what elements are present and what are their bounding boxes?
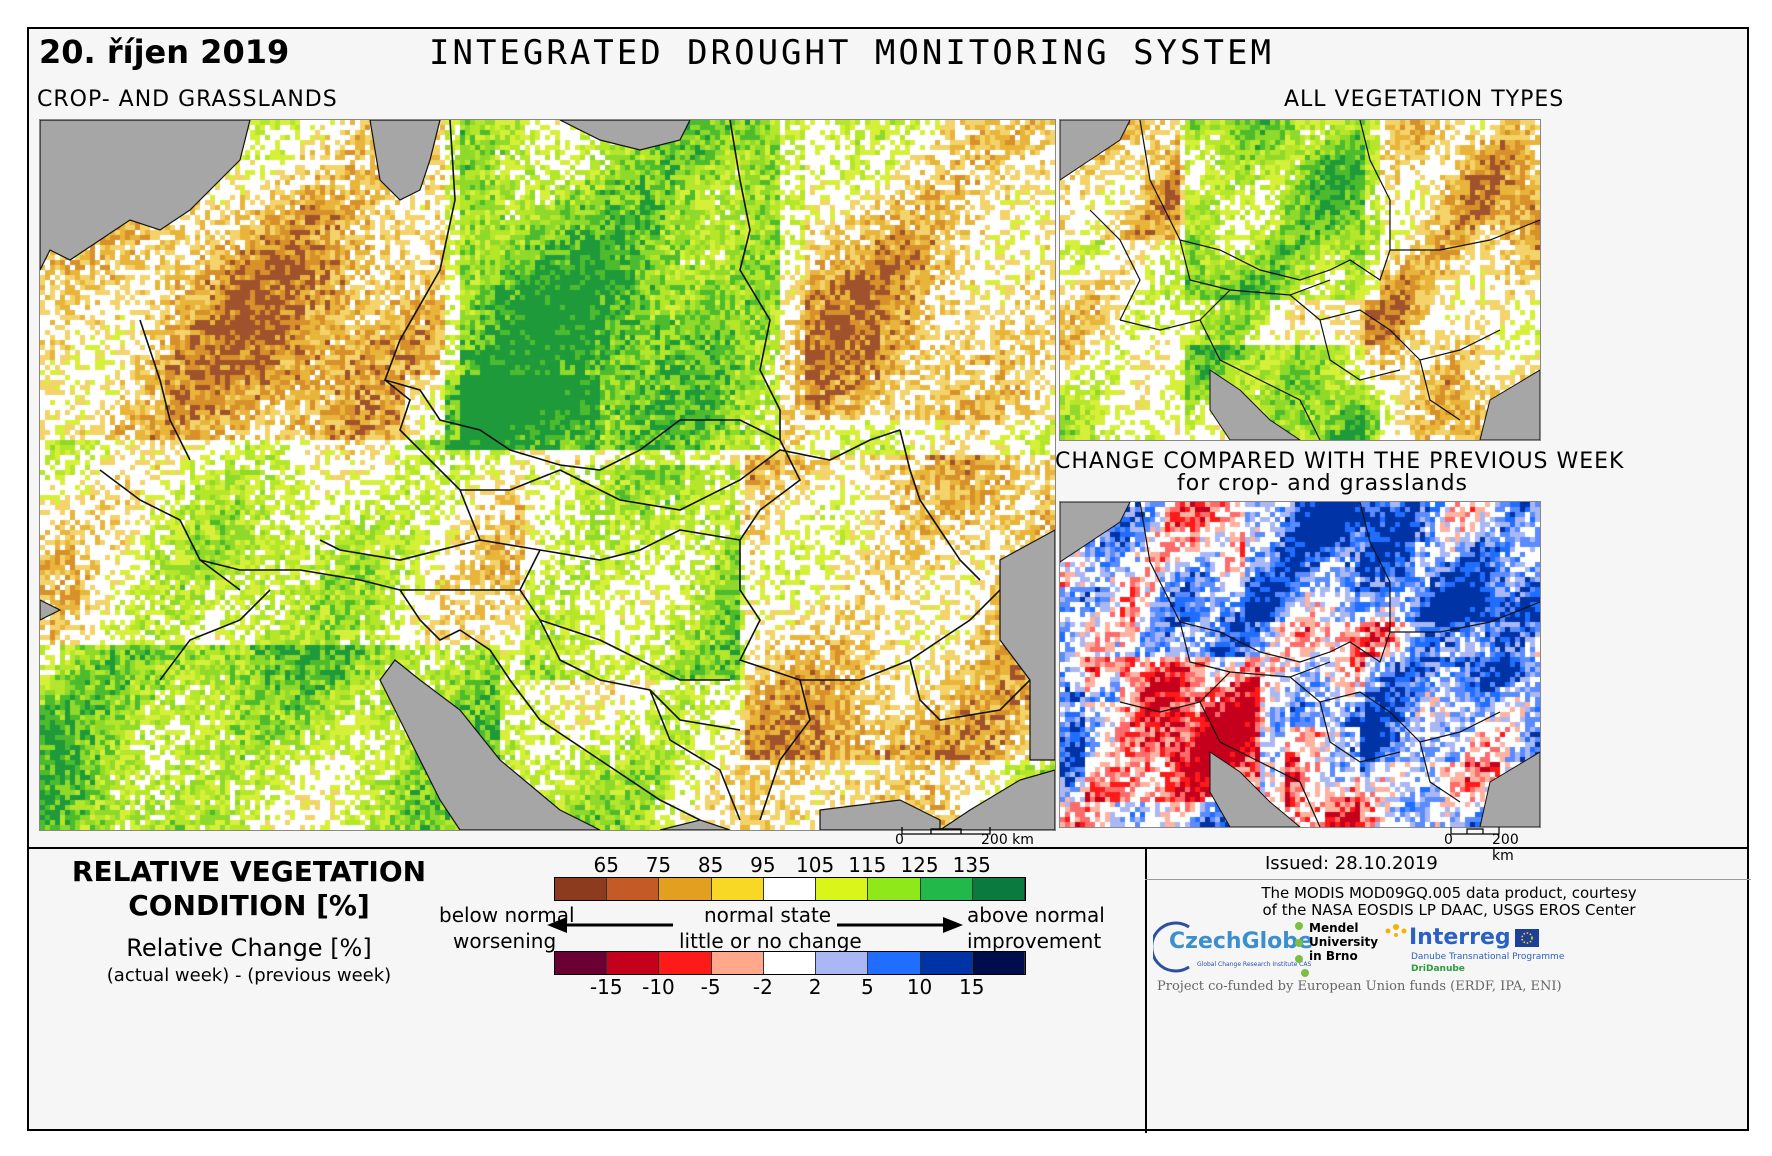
condition-swatch: [920, 878, 973, 900]
change-tick-label: 15: [959, 975, 985, 999]
weekly-change-raster: [1060, 502, 1540, 827]
map-title: INTEGRATED DROUGHT MONITORING SYSTEM: [429, 33, 1274, 73]
map-sheet: 20. říjen 2019 INTEGRATED DROUGHT MONITO…: [27, 27, 1751, 1133]
change-swatch: [868, 952, 921, 974]
condition-tick-label: 115: [848, 853, 887, 877]
mendel-university-logo: Mendel University in Brno: [1293, 921, 1383, 977]
condition-tick-label: 105: [796, 853, 835, 877]
interreg-name: Interreg: [1409, 925, 1511, 950]
issued-date: Issued: 28.10.2019: [1265, 853, 1438, 874]
czechglobe-logo: CzechGlobe Global Change Research Instit…: [1153, 921, 1313, 973]
change-tick-label: -10: [642, 975, 675, 999]
condition-tick-label: 95: [750, 853, 776, 877]
left-arrow-icon: [547, 917, 673, 933]
change-label-line2: for crop- and grasslands: [1177, 471, 1469, 496]
condition-swatch: [607, 878, 660, 900]
change-tick-label: 5: [860, 975, 874, 999]
weekly-change-map: [1059, 501, 1541, 828]
change-colorbar: [554, 951, 1026, 975]
main-scale-bar: 0 200 km: [895, 826, 1035, 848]
condition-colorbar: [554, 877, 1026, 901]
condition-swatch: [763, 878, 817, 900]
legend-title-line2: CONDITION [%]: [128, 889, 370, 922]
condition-swatch: [816, 878, 869, 900]
condition-tick-label: 135: [952, 853, 991, 877]
condition-swatch: [659, 878, 712, 900]
condition-swatch: [972, 878, 1025, 900]
mendel-line1: Mendel: [1309, 921, 1359, 935]
change-swatch: [555, 952, 608, 974]
condition-tick-label: 65: [593, 853, 619, 877]
mendel-line3: in Brno: [1309, 949, 1358, 963]
right-arrow-icon: [837, 917, 963, 933]
condition-tick-label: 125: [900, 853, 939, 877]
change-tick-label: -15: [589, 975, 623, 999]
map-date: 20. říjen 2019: [39, 33, 290, 71]
change-swatch: [816, 952, 869, 974]
condition-tick-label: 75: [645, 853, 672, 877]
above-normal-label: above normal: [967, 903, 1105, 927]
credit-line2: of the NASA EOSDIS LP DAAC, USGS EROS Ce…: [1262, 901, 1636, 919]
eu-flag-icon: [1515, 929, 1539, 947]
small-scale-end: 200 km: [1492, 832, 1519, 864]
change-swatch: [711, 952, 764, 974]
credit-line1: The MODIS MOD09GQ.005 data product, cour…: [1261, 884, 1637, 902]
country-borders: [40, 120, 1055, 830]
change-tick-label: 10: [906, 975, 933, 999]
all-vegetation-map: [1059, 119, 1541, 441]
main-scale-start: 0: [895, 832, 904, 848]
change-tick-label: -5: [700, 975, 721, 999]
main-map-crop-grasslands: [39, 119, 1056, 831]
weekly-change-borders: [1060, 502, 1540, 827]
info-divider: [1145, 879, 1751, 880]
dridanube-label: DriDanube: [1411, 964, 1465, 974]
condition-tick-label: 85: [697, 853, 724, 877]
main-scale-end: 200 km: [981, 832, 1034, 848]
change-swatch: [607, 952, 660, 974]
czechglobe-subtitle: Global Change Research Institute CAS: [1197, 961, 1312, 968]
legend-separator: [1145, 847, 1147, 1133]
normal-state-label: normal state: [704, 903, 832, 927]
change-swatch: [972, 952, 1025, 974]
cofunded-note: Project co-funded by European Union fund…: [1157, 979, 1562, 994]
main-map-label: CROP- AND GRASSLANDS: [37, 87, 338, 112]
legend-title-line1: RELATIVE VEGETATION: [71, 855, 427, 888]
legend-change-note: (actual week) - (previous week): [106, 965, 392, 986]
all-vegetation-label: ALL VEGETATION TYPES: [1284, 87, 1565, 112]
legend-change-title: Relative Change [%]: [126, 934, 372, 962]
condition-swatch: [555, 878, 608, 900]
worsening-label: worsening: [453, 929, 557, 953]
all-vegetation-borders: [1060, 120, 1540, 440]
small-scale-start: 0: [1444, 832, 1453, 848]
legend-divider: [29, 847, 1747, 849]
interreg-subtitle: Danube Transnational Programme: [1411, 952, 1565, 962]
change-swatch: [659, 952, 712, 974]
condition-swatch: [711, 878, 764, 900]
interreg-logo: Interreg Danube Transnational Programme …: [1383, 919, 1564, 979]
change-tick-label: -2: [752, 975, 773, 999]
improvement-label: improvement: [967, 929, 1102, 953]
small-scale-bar: 0 200 km: [1444, 826, 1544, 864]
change-swatch: [920, 952, 973, 974]
change-swatch: [763, 952, 817, 974]
change-tick-label: 2: [808, 975, 822, 999]
change-label-line1: CHANGE COMPARED WITH THE PREVIOUS WEEK: [1055, 449, 1625, 474]
condition-swatch: [868, 878, 921, 900]
czechglobe-name: CzechGlobe: [1169, 929, 1313, 954]
below-normal-label: below normal: [439, 903, 575, 927]
mendel-line2: University: [1309, 935, 1379, 949]
little-change-label: little or no change: [679, 929, 862, 953]
